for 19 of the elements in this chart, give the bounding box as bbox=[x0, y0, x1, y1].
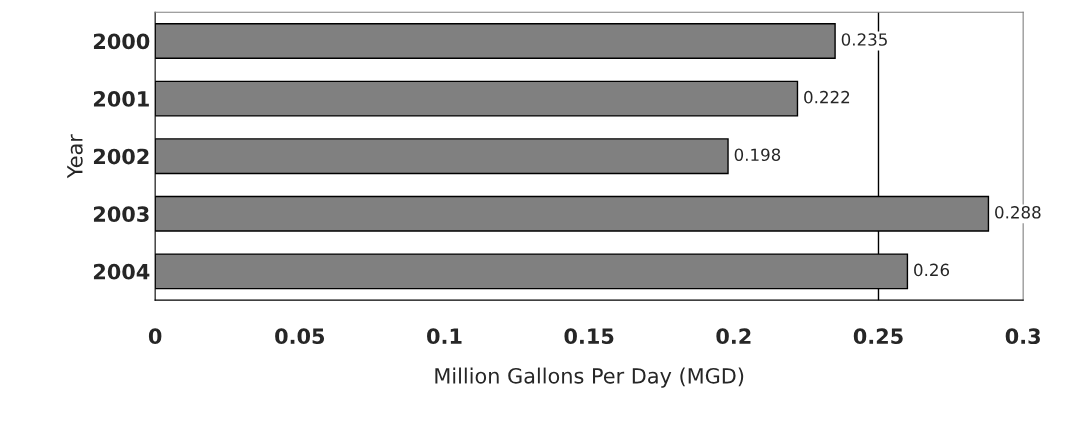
data-label: 0.198 bbox=[734, 148, 781, 162]
x-tick-label: 0.25 bbox=[853, 328, 903, 345]
data-label: 0.222 bbox=[804, 90, 850, 104]
data-label: 0.26 bbox=[914, 263, 950, 277]
x-tick-label: 0.05 bbox=[275, 328, 325, 345]
x-axis-title: Million Gallons Per Day (MGD) bbox=[435, 367, 744, 388]
x-tick-label: 0.3 bbox=[1005, 328, 1040, 345]
y-tick-label: 2001 bbox=[93, 91, 149, 107]
x-tick-label: 0.2 bbox=[716, 328, 751, 345]
y-tick-label: 2004 bbox=[93, 263, 150, 280]
y-tick-label: 2003 bbox=[93, 206, 149, 222]
data-label: 0.235 bbox=[841, 33, 887, 46]
y-tick-label: 2002 bbox=[93, 148, 149, 165]
y-tick-label: 2000 bbox=[93, 33, 150, 50]
x-tick-label: 0.1 bbox=[427, 328, 462, 345]
data-label: 0.288 bbox=[995, 206, 1041, 219]
y-axis-title: Year bbox=[67, 134, 83, 179]
x-tick-label: 0 bbox=[148, 328, 162, 345]
x-tick-label: 0.15 bbox=[564, 328, 614, 345]
